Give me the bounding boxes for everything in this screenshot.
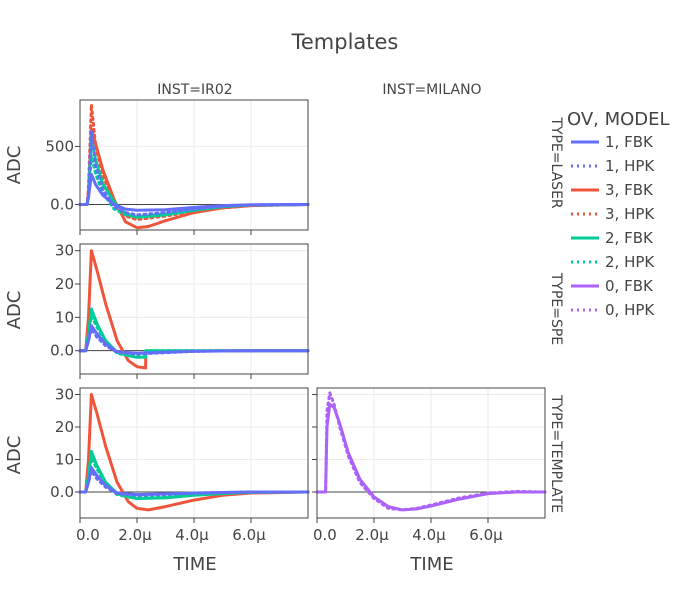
x-tick-label: 2.0μ <box>355 526 389 544</box>
legend-item[interactable]: 3, FBK <box>571 181 654 199</box>
x-tick-label: 6.0μ <box>232 526 266 544</box>
series-line-1-hpk[interactable] <box>78 129 310 217</box>
legend[interactable]: OV, MODEL 1, FBK 1, HPK 3, FBK 3, HPK 2, FBK… <box>567 109 670 319</box>
legend-item[interactable]: 0, HPK <box>571 301 655 319</box>
plot-frame <box>316 387 546 519</box>
legend-label: 1, FBK <box>605 133 654 151</box>
legend-item[interactable]: 2, FBK <box>571 229 654 247</box>
legend-label: 0, FBK <box>605 277 654 295</box>
plot-frame <box>79 99 309 231</box>
chart-title: Templates <box>291 30 399 54</box>
y-tick-label: 10 <box>55 451 74 469</box>
y-tick-label: 20 <box>55 418 74 436</box>
x-tick-label: 4.0μ <box>175 526 209 544</box>
legend-item[interactable]: 2, HPK <box>571 253 655 271</box>
panel-laser-ir02: 0.0 500 <box>45 99 310 235</box>
y-tick-label: 0.0 <box>50 342 74 360</box>
series-line-3-fbk[interactable] <box>78 393 310 512</box>
row-label-template: TYPE=TEMPLATE <box>548 394 564 513</box>
legend-label: 3, HPK <box>605 205 655 223</box>
y-axis-title-spe: ADC <box>4 291 25 330</box>
plot-frame <box>79 387 309 519</box>
legend-item[interactable]: 1, FBK <box>571 133 654 151</box>
x-tick-label: 0.0 <box>76 526 100 544</box>
y-axis-title-template: ADC <box>4 436 25 475</box>
y-tick-label: 0.0 <box>50 195 74 213</box>
x-tick-label: 0.0 <box>313 526 337 544</box>
series-line-1-hpk[interactable] <box>78 469 310 497</box>
x-axis-title-milano: TIME <box>409 554 453 575</box>
row-label-laser: TYPE=LASER <box>548 116 564 209</box>
plot-frame <box>79 243 309 375</box>
x-tick-label: 2.0μ <box>118 526 152 544</box>
x-tick-label: 4.0μ <box>412 526 446 544</box>
panel-template-ir02: 0.0 2.0μ 4.0μ 6.0μ 0.0 10 20 30 <box>50 386 310 544</box>
y-tick-label: 500 <box>45 137 74 155</box>
y-tick-label: 20 <box>55 275 74 293</box>
series-line-0-hpk[interactable] <box>315 391 547 512</box>
legend-item[interactable]: 1, HPK <box>571 157 655 175</box>
y-tick-label: 10 <box>55 308 74 326</box>
column-label-ir02: INST=IR02 <box>157 82 232 98</box>
series-line-1-hpk[interactable] <box>78 327 310 356</box>
legend-item[interactable]: 3, HPK <box>571 205 655 223</box>
row-label-spe: TYPE=SPE <box>548 272 564 345</box>
y-tick-label: 30 <box>55 242 74 260</box>
y-tick-label: 30 <box>55 386 74 404</box>
y-tick-label: 0.0 <box>50 483 74 501</box>
x-axis-title-ir02: TIME <box>172 554 216 575</box>
legend-label: 2, HPK <box>605 253 655 271</box>
y-axis-title-laser: ADC <box>4 146 25 185</box>
legend-title: OV, MODEL <box>567 109 670 130</box>
panel-template-milano: 0.0 2.0μ 4.0μ 6.0μ <box>312 387 547 544</box>
legend-label: 3, FBK <box>605 181 654 199</box>
column-label-milano: INST=MILANO <box>382 82 481 98</box>
panel-spe-ir02: 0.0 10 20 30 <box>50 242 310 379</box>
legend-label: 0, HPK <box>605 301 655 319</box>
legend-label: 2, FBK <box>605 229 654 247</box>
legend-label: 1, HPK <box>605 157 655 175</box>
x-tick-label: 6.0μ <box>469 526 503 544</box>
legend-item[interactable]: 0, FBK <box>571 277 654 295</box>
